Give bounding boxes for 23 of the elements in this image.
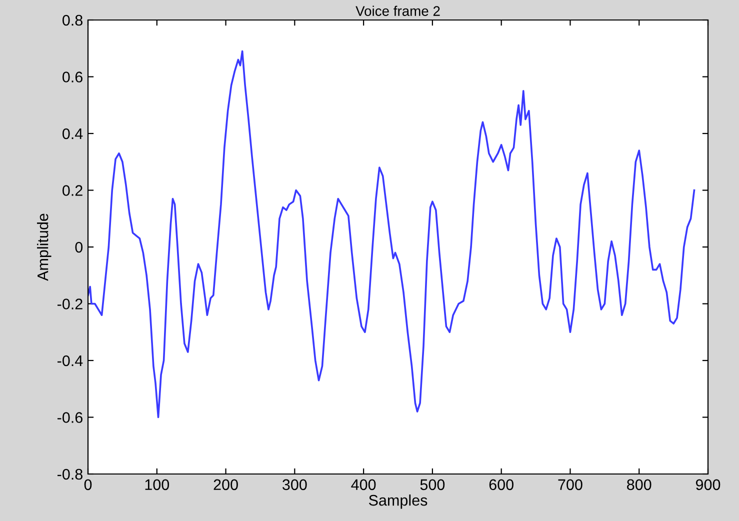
y-axis-title: Amplitude — [37, 214, 52, 281]
x-tick-label: 600 — [489, 479, 514, 490]
x-tick-label: 300 — [282, 479, 307, 490]
y-tick-label: 0.2 — [62, 185, 82, 196]
y-tick-label: 0 — [75, 242, 83, 253]
y-tick-label: 0.4 — [62, 128, 83, 140]
y-tick-label: -0.4 — [57, 355, 83, 366]
y-tick-label: 0.8 — [62, 14, 82, 26]
x-tick-label: 100 — [145, 479, 170, 490]
x-tick-label: 800 — [627, 479, 652, 490]
y-tick-label: -0.6 — [57, 412, 82, 423]
y-tick-label: -0.8 — [57, 468, 82, 480]
y-tick-label: -0.2 — [57, 298, 82, 310]
y-tick-label: 0.6 — [62, 72, 82, 82]
x-axis-title: Samples — [368, 494, 428, 509]
x-tick-label: 200 — [214, 479, 238, 490]
x-tick-label: 700 — [558, 479, 582, 490]
chart-title: Voice frame 2 — [356, 6, 440, 16]
x-tick-label: 500 — [420, 479, 445, 490]
x-tick-label: 0 — [84, 479, 92, 490]
line-series — [88, 50, 696, 418]
x-tick-label: 900 — [696, 479, 720, 490]
x-tick-label: 400 — [351, 479, 376, 490]
